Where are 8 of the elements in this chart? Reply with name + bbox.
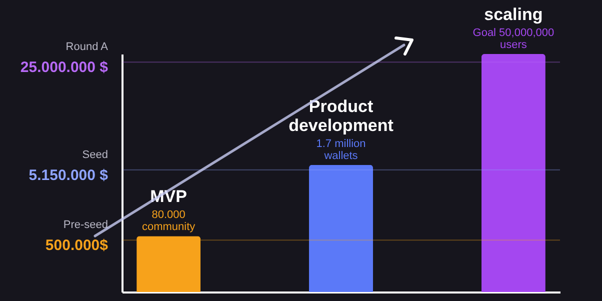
text: Pre-seed 500.000$ bbox=[45, 219, 108, 254]
annotation: Goal 50,000,000 users bbox=[472, 27, 554, 51]
category-label: Product development bbox=[288, 96, 394, 135]
annotation: 1.7 million wallets bbox=[316, 138, 366, 162]
text: Round A 25.000.000 $ bbox=[20, 41, 108, 76]
text: Seed 5.150.000 $ bbox=[28, 148, 108, 184]
x-tick-label: scaling bbox=[484, 5, 543, 24]
annotation: 80.000 community bbox=[142, 209, 196, 234]
